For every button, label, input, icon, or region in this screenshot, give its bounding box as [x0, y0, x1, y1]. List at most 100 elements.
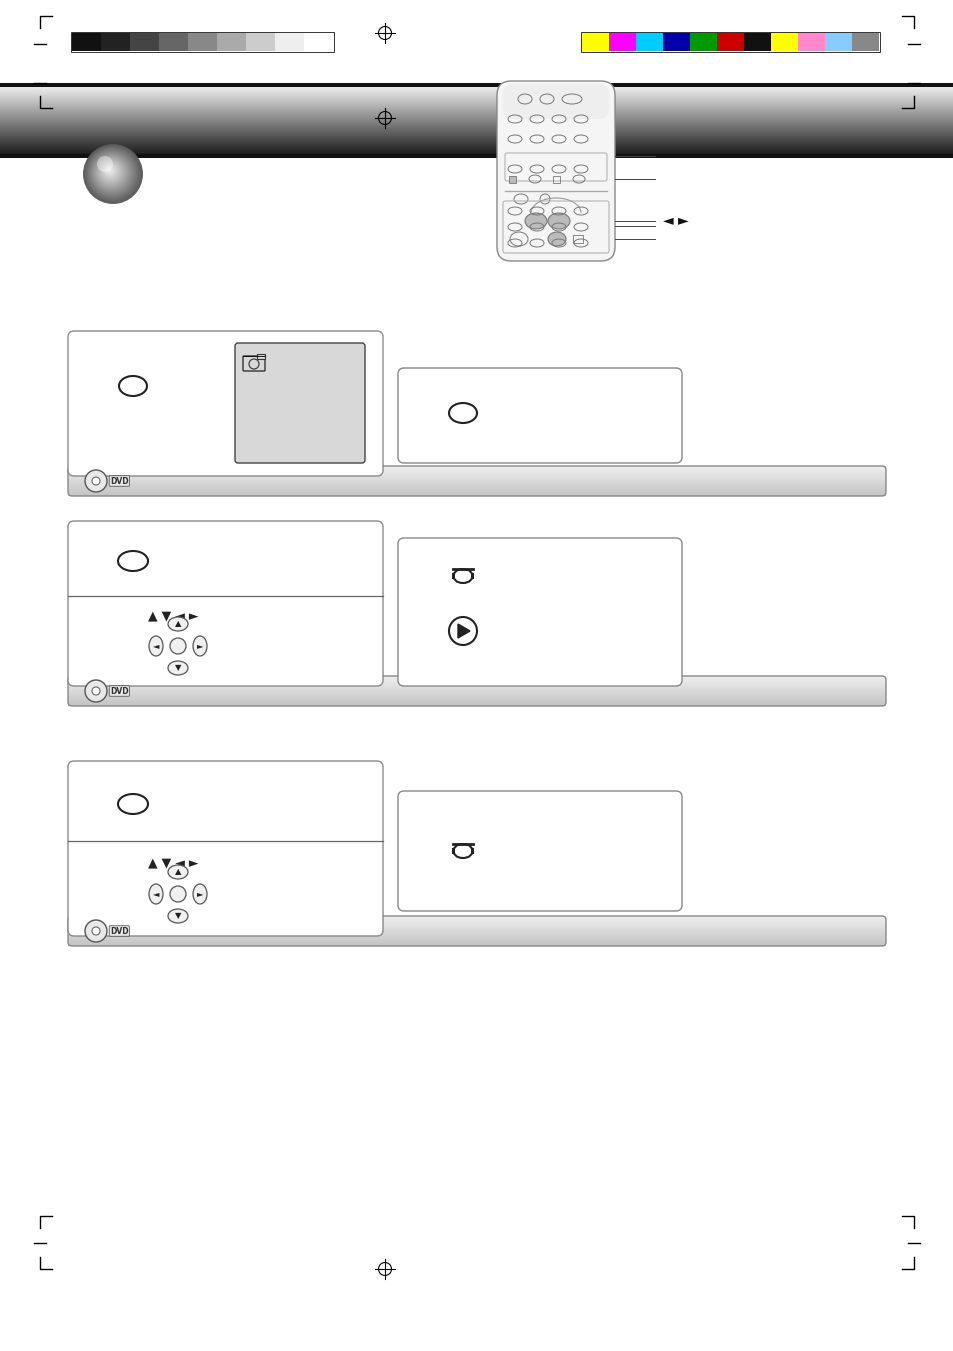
Ellipse shape	[193, 884, 207, 904]
Bar	[0, 120, 953, 122]
Bar	[0, 113, 953, 115]
Ellipse shape	[524, 213, 546, 230]
Bar	[0, 112, 953, 113]
Circle shape	[91, 927, 100, 935]
Bar	[0, 150, 953, 151]
Bar	[0, 118, 953, 119]
Bar	[0, 151, 953, 153]
Bar	[0, 109, 953, 111]
Text: ▼: ▼	[174, 912, 181, 920]
Bar	[0, 142, 953, 143]
Bar	[689, 32, 717, 51]
Bar	[0, 124, 953, 126]
Ellipse shape	[168, 617, 188, 631]
Text: ►: ►	[196, 642, 203, 650]
Bar	[71, 32, 101, 51]
Ellipse shape	[547, 213, 569, 230]
Bar	[256, 354, 265, 359]
FancyBboxPatch shape	[497, 81, 615, 261]
Bar	[0, 134, 953, 135]
Bar	[0, 145, 953, 146]
FancyBboxPatch shape	[397, 790, 681, 911]
Bar	[0, 103, 953, 105]
Bar	[0, 91, 953, 92]
Circle shape	[97, 155, 112, 172]
FancyBboxPatch shape	[397, 367, 681, 463]
Bar	[717, 32, 743, 51]
Ellipse shape	[168, 661, 188, 676]
Circle shape	[91, 151, 132, 193]
Bar	[0, 153, 953, 154]
Circle shape	[94, 155, 128, 189]
Bar	[0, 120, 953, 122]
Bar	[0, 95, 953, 97]
Bar	[304, 32, 333, 51]
Bar	[0, 143, 953, 145]
FancyBboxPatch shape	[68, 761, 382, 936]
Bar	[0, 153, 953, 154]
Bar	[0, 139, 953, 141]
Bar	[188, 32, 216, 51]
FancyBboxPatch shape	[502, 84, 608, 119]
Bar	[0, 88, 953, 91]
Bar	[130, 32, 159, 51]
Circle shape	[85, 146, 141, 201]
Circle shape	[97, 158, 124, 185]
Circle shape	[170, 886, 186, 902]
Bar	[0, 126, 953, 127]
Bar	[0, 135, 953, 136]
Bar	[159, 32, 188, 51]
Circle shape	[91, 153, 132, 193]
Ellipse shape	[149, 636, 163, 657]
Circle shape	[106, 166, 113, 174]
Text: DVD: DVD	[110, 686, 129, 696]
Bar	[824, 32, 851, 51]
Circle shape	[85, 470, 107, 492]
Circle shape	[91, 688, 100, 694]
Bar	[0, 143, 953, 145]
Bar	[0, 130, 953, 131]
Bar	[0, 131, 953, 132]
Bar	[0, 154, 953, 155]
Bar	[580, 32, 879, 51]
Bar	[0, 154, 953, 158]
Ellipse shape	[168, 865, 188, 880]
Bar	[0, 0, 953, 82]
Bar	[553, 176, 559, 182]
Bar	[0, 134, 953, 135]
Bar	[0, 119, 953, 120]
Text: ►: ►	[196, 889, 203, 898]
Bar	[0, 96, 953, 97]
Circle shape	[89, 150, 135, 196]
Bar	[509, 176, 516, 182]
Bar	[0, 136, 953, 138]
Bar	[0, 107, 953, 109]
Circle shape	[98, 159, 123, 184]
Bar	[0, 142, 953, 143]
Bar	[0, 89, 953, 92]
Circle shape	[86, 147, 139, 200]
Bar	[0, 99, 953, 101]
Bar	[0, 154, 953, 155]
Bar	[0, 111, 953, 112]
Circle shape	[92, 154, 131, 192]
Bar	[0, 107, 953, 108]
Bar	[0, 115, 953, 116]
Bar	[0, 122, 953, 123]
Bar	[216, 32, 246, 51]
Text: ▲: ▲	[174, 867, 181, 877]
Bar	[797, 32, 824, 51]
Bar	[0, 128, 953, 130]
Ellipse shape	[547, 232, 565, 246]
Bar	[0, 104, 953, 107]
Bar	[0, 147, 953, 149]
Bar	[0, 104, 953, 105]
Text: DVD: DVD	[110, 477, 129, 485]
FancyBboxPatch shape	[234, 343, 365, 463]
Circle shape	[85, 680, 107, 703]
Bar	[0, 103, 953, 104]
Circle shape	[104, 165, 115, 177]
Bar	[0, 149, 953, 150]
Circle shape	[107, 169, 112, 173]
Circle shape	[101, 162, 119, 180]
